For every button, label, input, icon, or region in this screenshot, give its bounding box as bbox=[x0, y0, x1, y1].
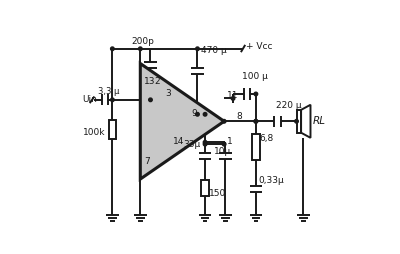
Circle shape bbox=[231, 97, 235, 100]
Polygon shape bbox=[140, 64, 224, 179]
Text: 10µ: 10µ bbox=[214, 147, 231, 156]
Text: 9: 9 bbox=[191, 109, 197, 118]
Bar bbox=[296, 110, 301, 133]
Text: 1: 1 bbox=[227, 137, 232, 146]
Circle shape bbox=[196, 47, 199, 51]
Text: 220 µ: 220 µ bbox=[276, 102, 302, 110]
Circle shape bbox=[110, 47, 114, 51]
Bar bbox=[252, 134, 260, 160]
Text: 33µ: 33µ bbox=[184, 140, 201, 149]
Text: Uin: Uin bbox=[82, 94, 97, 104]
Circle shape bbox=[110, 98, 114, 102]
Text: 6,8: 6,8 bbox=[260, 134, 274, 143]
Text: 470 µ: 470 µ bbox=[201, 46, 227, 55]
Circle shape bbox=[222, 142, 226, 146]
Text: 2: 2 bbox=[154, 77, 160, 86]
Circle shape bbox=[222, 120, 226, 123]
Text: 200p: 200p bbox=[132, 37, 154, 46]
Text: + Vcc: + Vcc bbox=[246, 42, 272, 51]
Text: RL: RL bbox=[313, 116, 326, 126]
Circle shape bbox=[254, 92, 258, 96]
Text: 11: 11 bbox=[227, 91, 238, 100]
Circle shape bbox=[254, 120, 258, 123]
Text: 3,3 µ: 3,3 µ bbox=[98, 87, 119, 96]
Text: 150: 150 bbox=[209, 188, 226, 198]
Circle shape bbox=[138, 47, 142, 51]
Circle shape bbox=[203, 142, 207, 146]
Text: 13: 13 bbox=[144, 77, 156, 86]
Bar bbox=[108, 120, 116, 139]
Text: 7: 7 bbox=[144, 157, 150, 166]
Text: 0,33µ: 0,33µ bbox=[258, 176, 284, 185]
Text: 3: 3 bbox=[166, 89, 172, 98]
Text: 100k: 100k bbox=[83, 128, 105, 137]
Circle shape bbox=[149, 98, 152, 102]
Text: 14: 14 bbox=[173, 137, 185, 146]
Circle shape bbox=[196, 113, 199, 116]
Text: 100 µ: 100 µ bbox=[242, 72, 268, 81]
Circle shape bbox=[254, 120, 258, 123]
Text: 8: 8 bbox=[237, 112, 242, 121]
Circle shape bbox=[295, 120, 298, 123]
Polygon shape bbox=[301, 105, 310, 138]
Circle shape bbox=[203, 140, 207, 144]
Circle shape bbox=[203, 113, 207, 116]
Bar bbox=[201, 180, 209, 196]
